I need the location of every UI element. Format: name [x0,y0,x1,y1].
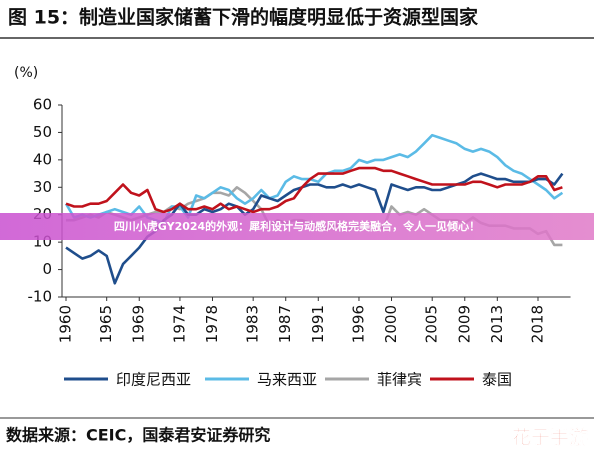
y-axis-unit: (%) [14,65,38,81]
series-line [65,166,563,214]
x-tick-label: 1974 [170,305,188,343]
x-tick-label: 1969 [130,305,148,343]
y-tick-label: 30 [33,178,52,196]
x-tick-label: 1996 [349,305,367,343]
overlay-banner-bg [0,213,594,240]
y-tick-label: 40 [33,150,52,168]
x-tick-label: 2013 [488,305,506,343]
legend-label: 印度尼西亚 [116,371,191,389]
legend-label: 菲律宾 [377,371,422,389]
x-tick-label: 2009 [455,305,473,343]
legend-label: 泰国 [482,371,512,389]
x-tick-label: 1960 [57,305,75,343]
x-tick-label: 1983 [244,305,262,343]
x-tick-label: 1991 [309,305,327,343]
overlay-banner: 四川小虎GY2024的外观：犀利设计与动感风格完美融合，令人一见倾心！ [114,219,480,233]
y-tick-label: 60 [33,96,52,114]
y-tick-label: 0 [42,260,52,278]
y-tick-label: -10 [28,288,53,306]
legend-label: 马来西亚 [257,371,317,389]
x-tick-label: 1965 [97,305,115,343]
y-tick-label: 50 [33,123,52,141]
watermark: 花子手游 [512,426,588,449]
series-line [64,133,564,225]
chart-title: 图 15：制造业国家储蓄下滑的幅度明显低于资源型国家 [8,6,479,29]
x-tick-label: 2005 [423,305,441,343]
source: 数据来源：CEIC，国泰君安证券研究 [6,426,270,445]
x-tick-label: 1987 [276,305,294,343]
x-tick-label: 2000 [382,305,400,343]
x-tick-label: 2018 [529,305,547,343]
x-tick-label: 1978 [203,305,221,343]
